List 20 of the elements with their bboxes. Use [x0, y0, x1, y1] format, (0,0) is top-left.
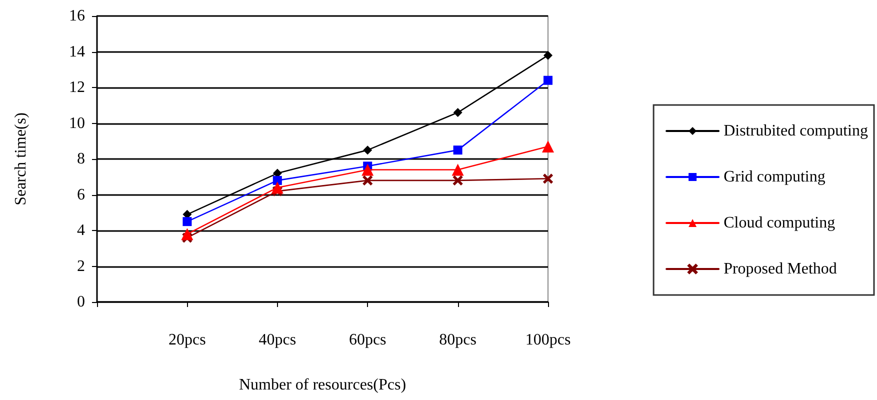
y-tick-label: 12: [69, 79, 85, 96]
y-tick-label: 16: [69, 8, 85, 24]
y-tick-label: 10: [69, 114, 85, 132]
y-tick-label: 2: [77, 258, 85, 275]
y-tick-label: 4: [77, 222, 85, 239]
y-tick-label: 0: [77, 294, 85, 310]
y-axis-title: Search time(s): [12, 112, 30, 206]
x-tick-label: 100pcs: [525, 332, 571, 348]
legend-label: Cloud computing: [724, 214, 836, 232]
x-tick-label: 40pcs: [258, 332, 296, 348]
legend-label: Proposed Method: [724, 260, 837, 278]
y-tick-label: 6: [77, 186, 85, 204]
x-tick-label: 60pcs: [348, 332, 386, 348]
x-tick-label: 20pcs: [168, 332, 206, 348]
y-tick-label: 8: [77, 150, 85, 168]
legend-label: Distrubited computing: [724, 122, 868, 140]
y-tick-label: 14: [69, 43, 85, 60]
legend-label: Grid computing: [724, 168, 826, 186]
x-tick-label: 80pcs: [439, 332, 476, 348]
x-axis-title: Number of resources(Pcs): [238, 376, 406, 394]
